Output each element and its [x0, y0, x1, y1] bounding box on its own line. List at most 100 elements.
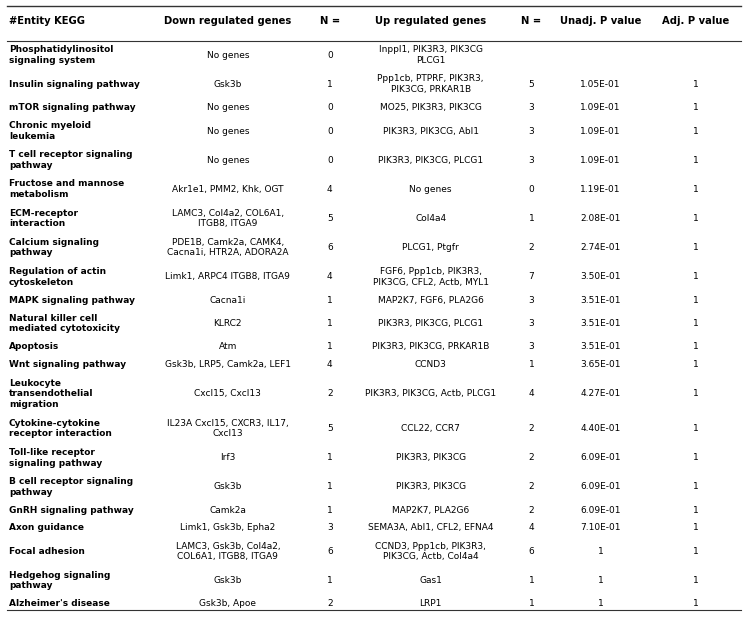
Text: LAMC3, Col4a2, COL6A1,
ITGB8, ITGA9: LAMC3, Col4a2, COL6A1, ITGB8, ITGA9 — [172, 208, 284, 228]
Text: Calcium signaling
pathway: Calcium signaling pathway — [9, 238, 99, 258]
Text: GnRH signaling pathway: GnRH signaling pathway — [9, 506, 134, 515]
Text: Gas1: Gas1 — [419, 576, 442, 585]
Text: 1.09E-01: 1.09E-01 — [580, 103, 621, 112]
Text: 6.09E-01: 6.09E-01 — [580, 453, 621, 462]
Text: 1: 1 — [692, 127, 698, 135]
Text: MO25, PIK3R3, PIK3CG: MO25, PIK3R3, PIK3CG — [379, 103, 482, 112]
Text: 1: 1 — [327, 80, 332, 89]
Text: PIK3R3, PIK3CG, AbI1: PIK3R3, PIK3CG, AbI1 — [382, 127, 479, 135]
Text: IL23A Cxcl15, CXCR3, IL17,
CxcI13: IL23A Cxcl15, CXCR3, IL17, CxcI13 — [167, 419, 288, 439]
Text: 1: 1 — [692, 80, 698, 89]
Text: 1: 1 — [692, 214, 698, 223]
Text: 6: 6 — [529, 547, 534, 556]
Text: 1: 1 — [327, 453, 332, 462]
Text: 4: 4 — [327, 185, 332, 194]
Text: LAMC3, Gsk3b, Col4a2,
COL6A1, ITGB8, ITGA9: LAMC3, Gsk3b, Col4a2, COL6A1, ITGB8, ITG… — [176, 542, 280, 561]
Text: 4: 4 — [529, 524, 534, 532]
Text: 3.51E-01: 3.51E-01 — [580, 343, 621, 351]
Text: 7: 7 — [529, 272, 534, 281]
Text: Gsk3b: Gsk3b — [214, 482, 242, 491]
Text: 2: 2 — [529, 243, 534, 252]
Text: 1: 1 — [529, 360, 534, 369]
Text: 6: 6 — [327, 243, 332, 252]
Text: 2: 2 — [529, 506, 534, 515]
Text: 1.05E-01: 1.05E-01 — [580, 80, 621, 89]
Text: N =: N = — [320, 16, 340, 26]
Text: Up regulated genes: Up regulated genes — [375, 16, 486, 26]
Text: 3: 3 — [529, 156, 534, 165]
Text: Akr1e1, PMM2, Khk, OGT: Akr1e1, PMM2, Khk, OGT — [172, 185, 284, 194]
Text: PIK3R3, PIK3CG, PLCG1: PIK3R3, PIK3CG, PLCG1 — [378, 319, 483, 328]
Text: Unadj. P value: Unadj. P value — [560, 16, 641, 26]
Text: Focal adhesion: Focal adhesion — [9, 547, 85, 556]
Text: KLRC2: KLRC2 — [214, 319, 242, 328]
Text: 3.51E-01: 3.51E-01 — [580, 319, 621, 328]
Text: 5: 5 — [529, 80, 534, 89]
Text: 4.27E-01: 4.27E-01 — [580, 389, 621, 398]
Text: 0: 0 — [327, 127, 332, 135]
Text: Limk1, ARPC4 ITGB8, ITGA9: Limk1, ARPC4 ITGB8, ITGA9 — [165, 272, 291, 281]
Text: PIK3R3, PIK3CG, Actb, PLCG1: PIK3R3, PIK3CG, Actb, PLCG1 — [365, 389, 496, 398]
Text: 0: 0 — [327, 156, 332, 165]
Text: 1: 1 — [327, 482, 332, 491]
Text: No genes: No genes — [207, 51, 249, 60]
Text: Down regulated genes: Down regulated genes — [164, 16, 291, 26]
Text: 1: 1 — [598, 600, 604, 608]
Text: 2: 2 — [529, 482, 534, 491]
Text: 1: 1 — [692, 547, 698, 556]
Text: 1: 1 — [327, 506, 332, 515]
Text: Insulin signaling pathway: Insulin signaling pathway — [9, 80, 140, 89]
Text: MAP2K7, PLA2G6: MAP2K7, PLA2G6 — [392, 506, 469, 515]
Text: 1: 1 — [692, 524, 698, 532]
Text: Gsk3b: Gsk3b — [214, 80, 242, 89]
Text: Cacna1i: Cacna1i — [210, 296, 246, 305]
Text: Phosphatidylinositol
signaling system: Phosphatidylinositol signaling system — [9, 46, 114, 65]
Text: 2: 2 — [327, 389, 332, 398]
Text: 1: 1 — [529, 576, 534, 585]
Text: Limk1, Gsk3b, Epha2: Limk1, Gsk3b, Epha2 — [180, 524, 276, 532]
Text: 1: 1 — [692, 424, 698, 433]
Text: 1.09E-01: 1.09E-01 — [580, 127, 621, 135]
Text: 3: 3 — [529, 296, 534, 305]
Text: 1: 1 — [598, 547, 604, 556]
Text: 2: 2 — [327, 600, 332, 608]
Text: Cytokine-cytokine
receptor interaction: Cytokine-cytokine receptor interaction — [9, 419, 112, 439]
Text: PIK3R3, PIK3CG, PLCG1: PIK3R3, PIK3CG, PLCG1 — [378, 156, 483, 165]
Text: 3: 3 — [529, 103, 534, 112]
Text: 1: 1 — [327, 576, 332, 585]
Text: PIK3R3, PIK3CG, PRKAR1B: PIK3R3, PIK3CG, PRKAR1B — [372, 343, 489, 351]
Text: mTOR signaling pathway: mTOR signaling pathway — [9, 103, 136, 112]
Text: 2.74E-01: 2.74E-01 — [580, 243, 621, 252]
Text: 4.40E-01: 4.40E-01 — [580, 424, 621, 433]
Text: Gsk3b: Gsk3b — [214, 576, 242, 585]
Text: 1: 1 — [327, 296, 332, 305]
Text: 1.09E-01: 1.09E-01 — [580, 156, 621, 165]
Text: Atm: Atm — [219, 343, 237, 351]
Text: 4: 4 — [529, 389, 534, 398]
Text: 3.50E-01: 3.50E-01 — [580, 272, 621, 281]
Text: Apoptosis: Apoptosis — [9, 343, 59, 351]
Text: Chronic myeloid
leukemia: Chronic myeloid leukemia — [9, 121, 91, 141]
Text: CCND3, Ppp1cb, PIK3R3,
PIK3CG, Actb, Col4a4: CCND3, Ppp1cb, PIK3R3, PIK3CG, Actb, Col… — [375, 542, 486, 561]
Text: 1: 1 — [529, 600, 534, 608]
Text: PIK3R3, PIK3CG: PIK3R3, PIK3CG — [396, 482, 465, 491]
Text: No genes: No genes — [409, 185, 452, 194]
Text: Ppp1cb, PTPRF, PIK3R3,
PIK3CG, PRKAR1B: Ppp1cb, PTPRF, PIK3R3, PIK3CG, PRKAR1B — [377, 74, 484, 94]
Text: 4: 4 — [327, 360, 332, 369]
Text: 1: 1 — [692, 243, 698, 252]
Text: LRP1: LRP1 — [420, 600, 441, 608]
Text: 2: 2 — [529, 424, 534, 433]
Text: 1: 1 — [692, 103, 698, 112]
Text: 1: 1 — [692, 482, 698, 491]
Text: No genes: No genes — [207, 156, 249, 165]
Text: 1: 1 — [327, 343, 332, 351]
Text: 0: 0 — [327, 103, 332, 112]
Text: Gsk3b, LRP5, Camk2a, LEF1: Gsk3b, LRP5, Camk2a, LEF1 — [165, 360, 291, 369]
Text: CCND3: CCND3 — [415, 360, 447, 369]
Text: PIK3R3, PIK3CG: PIK3R3, PIK3CG — [396, 453, 465, 462]
Text: 3: 3 — [529, 319, 534, 328]
Text: #Entity KEGG: #Entity KEGG — [9, 16, 85, 26]
Text: Leukocyte
transendothelial
migration: Leukocyte transendothelial migration — [9, 379, 93, 409]
Text: No genes: No genes — [207, 103, 249, 112]
Text: 3: 3 — [529, 127, 534, 135]
